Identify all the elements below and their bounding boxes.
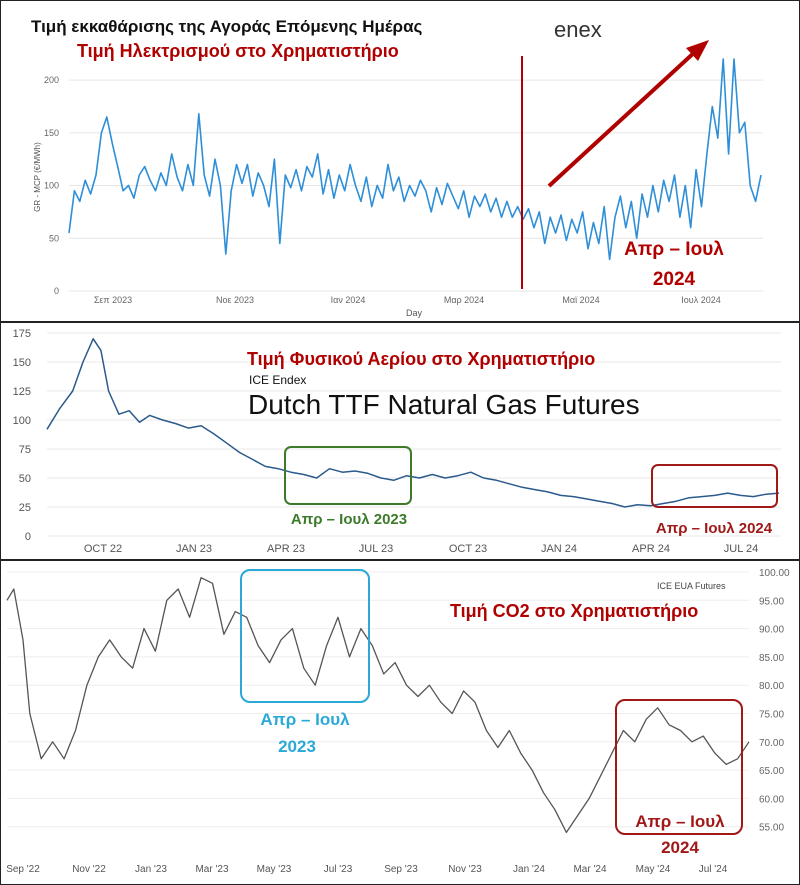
electricity-price-line <box>68 58 762 261</box>
highlight-box-2024 <box>651 464 778 508</box>
co2-price-line <box>6 577 750 834</box>
electricity-x-tick-label: Μαρ 2024 <box>444 295 484 305</box>
co2-y-tick-label: 95.00 <box>759 596 784 607</box>
co2-y-tick-label: 90.00 <box>759 625 784 636</box>
co2-x-tick-label: May '24 <box>636 864 671 875</box>
gas-source-label: ICE Endex <box>249 373 306 387</box>
electricity-chart-subtitle: Τιμή Ηλεκτρισμού στο Χρηματιστήριο <box>77 41 399 61</box>
gas-x-tick-label: JAN 24 <box>541 543 577 555</box>
co2-x-tick-label: Mar '24 <box>573 864 606 875</box>
electricity-chart-title: Τιμή εκκαθάρισης της Αγοράς Επόμενης Ημέ… <box>31 17 423 36</box>
enex-logo: enex <box>554 17 602 42</box>
gas-y-tick-label: 75 <box>19 444 31 456</box>
co2-x-tick-label: Nov '22 <box>72 864 106 875</box>
electricity-y-tick-label: 50 <box>49 233 59 243</box>
gas-y-tick-label: 0 <box>25 531 31 543</box>
gas-y-tick-label: 125 <box>13 386 31 398</box>
co2-x-tick-label: Mar '23 <box>195 864 228 875</box>
gas-y-tick-label: 175 <box>13 328 31 340</box>
electricity-price-panel: Τιμή εκκαθάρισης της Αγοράς Επόμενης Ημέ… <box>0 0 800 322</box>
gas-y-tick-label: 50 <box>19 473 31 485</box>
co2-price-chart: 55.00 60.00 65.00 70.00 75.00 80.00 85.00 90.00… <box>6 568 790 875</box>
gas-x-tick-label: JUL 23 <box>359 543 393 555</box>
co2-highlight-2024-line2: 2024 <box>661 838 699 857</box>
electricity-annotation-line1: Απρ – Ιουλ <box>624 239 724 260</box>
highlight-box-2023 <box>284 446 412 505</box>
electricity-y-axis-label: GR - MCP (€/MWh) <box>33 142 42 212</box>
electricity-y-tick-label: 0 <box>54 286 59 296</box>
co2-x-tick-label: Sep '23 <box>384 864 418 875</box>
co2-x-tick-label: May '23 <box>257 864 292 875</box>
co2-source-label: ICE EUA Futures <box>657 581 726 591</box>
highlight-label-2024: Απρ – Ιουλ 2024 <box>656 520 773 537</box>
gas-x-tick-label: APR 24 <box>632 543 670 555</box>
co2-y-tick-label: 100.00 <box>759 568 790 579</box>
gas-x-tick-label: JUL 24 <box>724 543 758 555</box>
co2-x-tick-label: Jan '23 <box>135 864 167 875</box>
gas-x-tick-label: OCT 23 <box>449 543 487 555</box>
gas-chart-title: Τιμή Φυσικού Αερίου στο Χρηματιστήριο <box>247 349 595 369</box>
gas-y-tick-label: 100 <box>13 415 31 427</box>
gas-y-tick-label: 25 <box>19 502 31 514</box>
gas-y-tick-label: 150 <box>13 357 31 369</box>
electricity-y-tick-label: 100 <box>44 181 59 191</box>
co2-highlight-2024-line1: Απρ – Ιουλ <box>635 812 725 831</box>
gas-price-panel: 0 25 50 75 100 125 150 175 OCT 22 JAN 23 APR 23 JU… <box>0 322 800 560</box>
electricity-price-chart: Τιμή εκκαθάρισης της Αγοράς Επόμενης Ημέ… <box>31 17 763 318</box>
electricity-y-tick-label: 200 <box>44 75 59 85</box>
gas-x-tick-label: APR 23 <box>267 543 305 555</box>
electricity-annotation-line2: 2024 <box>653 269 696 290</box>
electricity-x-tick-label: Σεπ 2023 <box>94 295 132 305</box>
highlight-box-2023 <box>240 569 370 703</box>
electricity-x-axis-label: Day <box>406 308 423 318</box>
co2-chart-title: Τιμή CO2 στο Χρηματιστήριο <box>450 601 698 621</box>
co2-x-tick-label: Jul '23 <box>324 864 353 875</box>
co2-x-tick-label: Sep '22 <box>6 864 40 875</box>
electricity-x-tick-label: Ιαν 2024 <box>331 295 366 305</box>
co2-x-tick-label: Jan '24 <box>513 864 545 875</box>
co2-y-tick-label: 75.00 <box>759 710 784 721</box>
co2-y-tick-label: 85.00 <box>759 653 784 664</box>
co2-highlight-2023-line1: Απρ – Ιουλ <box>260 710 350 729</box>
gas-x-tick-label: JAN 23 <box>176 543 212 555</box>
co2-x-tick-label: Nov '23 <box>448 864 482 875</box>
electricity-x-tick-label: Νοε 2023 <box>216 295 254 305</box>
electricity-y-tick-label: 150 <box>44 128 59 138</box>
electricity-x-tick-label: Ιουλ 2024 <box>681 295 720 305</box>
rising-trend-arrow <box>547 48 699 188</box>
co2-x-tick-label: Jul '24 <box>699 864 728 875</box>
co2-y-tick-label: 80.00 <box>759 681 784 692</box>
gas-x-tick-label: OCT 22 <box>84 543 122 555</box>
gas-price-chart: 0 25 50 75 100 125 150 175 OCT 22 JAN 23 APR 23 JU… <box>13 328 781 555</box>
gas-chart-subtitle: Dutch TTF Natural Gas Futures <box>248 389 640 420</box>
trend-arrowhead <box>686 40 709 61</box>
highlight-box-2024 <box>615 699 743 835</box>
co2-y-tick-label: 70.00 <box>759 738 784 749</box>
electricity-x-tick-label: Μαϊ 2024 <box>562 295 599 305</box>
co2-y-tick-label: 55.00 <box>759 823 784 834</box>
highlight-label-2023: Απρ – Ιουλ 2023 <box>291 511 407 528</box>
co2-y-tick-label: 60.00 <box>759 794 784 805</box>
co2-price-panel: 55.00 60.00 65.00 70.00 75.00 80.00 85.00 90.00… <box>0 560 800 885</box>
co2-y-tick-label: 65.00 <box>759 766 784 777</box>
co2-highlight-2023-line2: 2023 <box>278 737 316 756</box>
